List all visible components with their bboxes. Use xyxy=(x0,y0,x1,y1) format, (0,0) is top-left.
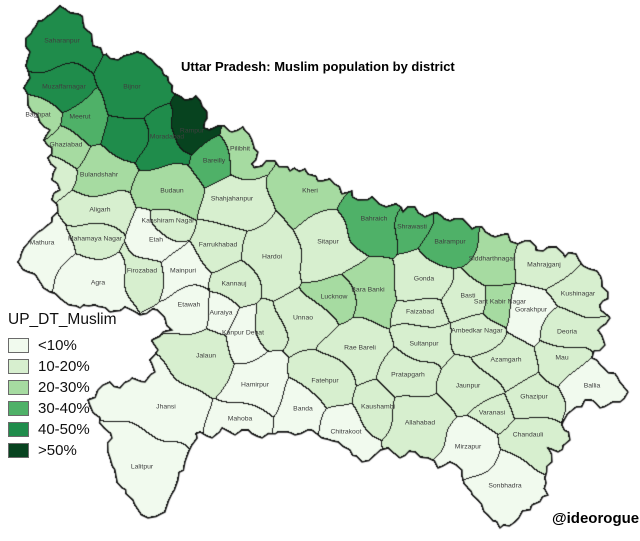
legend-item: >50% xyxy=(8,442,117,459)
legend-label: 40-50% xyxy=(38,421,90,438)
legend-swatch xyxy=(8,443,29,458)
legend-swatch xyxy=(8,380,29,395)
legend-swatch xyxy=(8,359,29,374)
legend-items: <10% 10-20% 20-30% 30-40% 40-50% >50% xyxy=(8,337,117,459)
legend-item: 10-20% xyxy=(8,358,117,375)
watermark-handle: @ideorogue xyxy=(552,510,640,527)
legend-swatch xyxy=(8,422,29,437)
legend-item: 20-30% xyxy=(8,379,117,396)
legend-label: <10% xyxy=(38,337,77,354)
map-title: Uttar Pradesh: Muslim population by dist… xyxy=(181,59,455,74)
legend-label: 10-20% xyxy=(38,358,90,375)
legend-label: >50% xyxy=(38,442,77,459)
legend-item: 30-40% xyxy=(8,400,117,417)
legend: UP_DT_Muslim <10% 10-20% 20-30% 30-40% 40-50… xyxy=(8,311,117,464)
legend-item: 40-50% xyxy=(8,421,117,438)
legend-title: UP_DT_Muslim xyxy=(8,311,117,328)
legend-label: 30-40% xyxy=(38,400,90,417)
legend-label: 20-30% xyxy=(38,379,90,396)
legend-item: <10% xyxy=(8,337,117,354)
legend-swatch xyxy=(8,401,29,416)
legend-swatch xyxy=(8,338,29,353)
